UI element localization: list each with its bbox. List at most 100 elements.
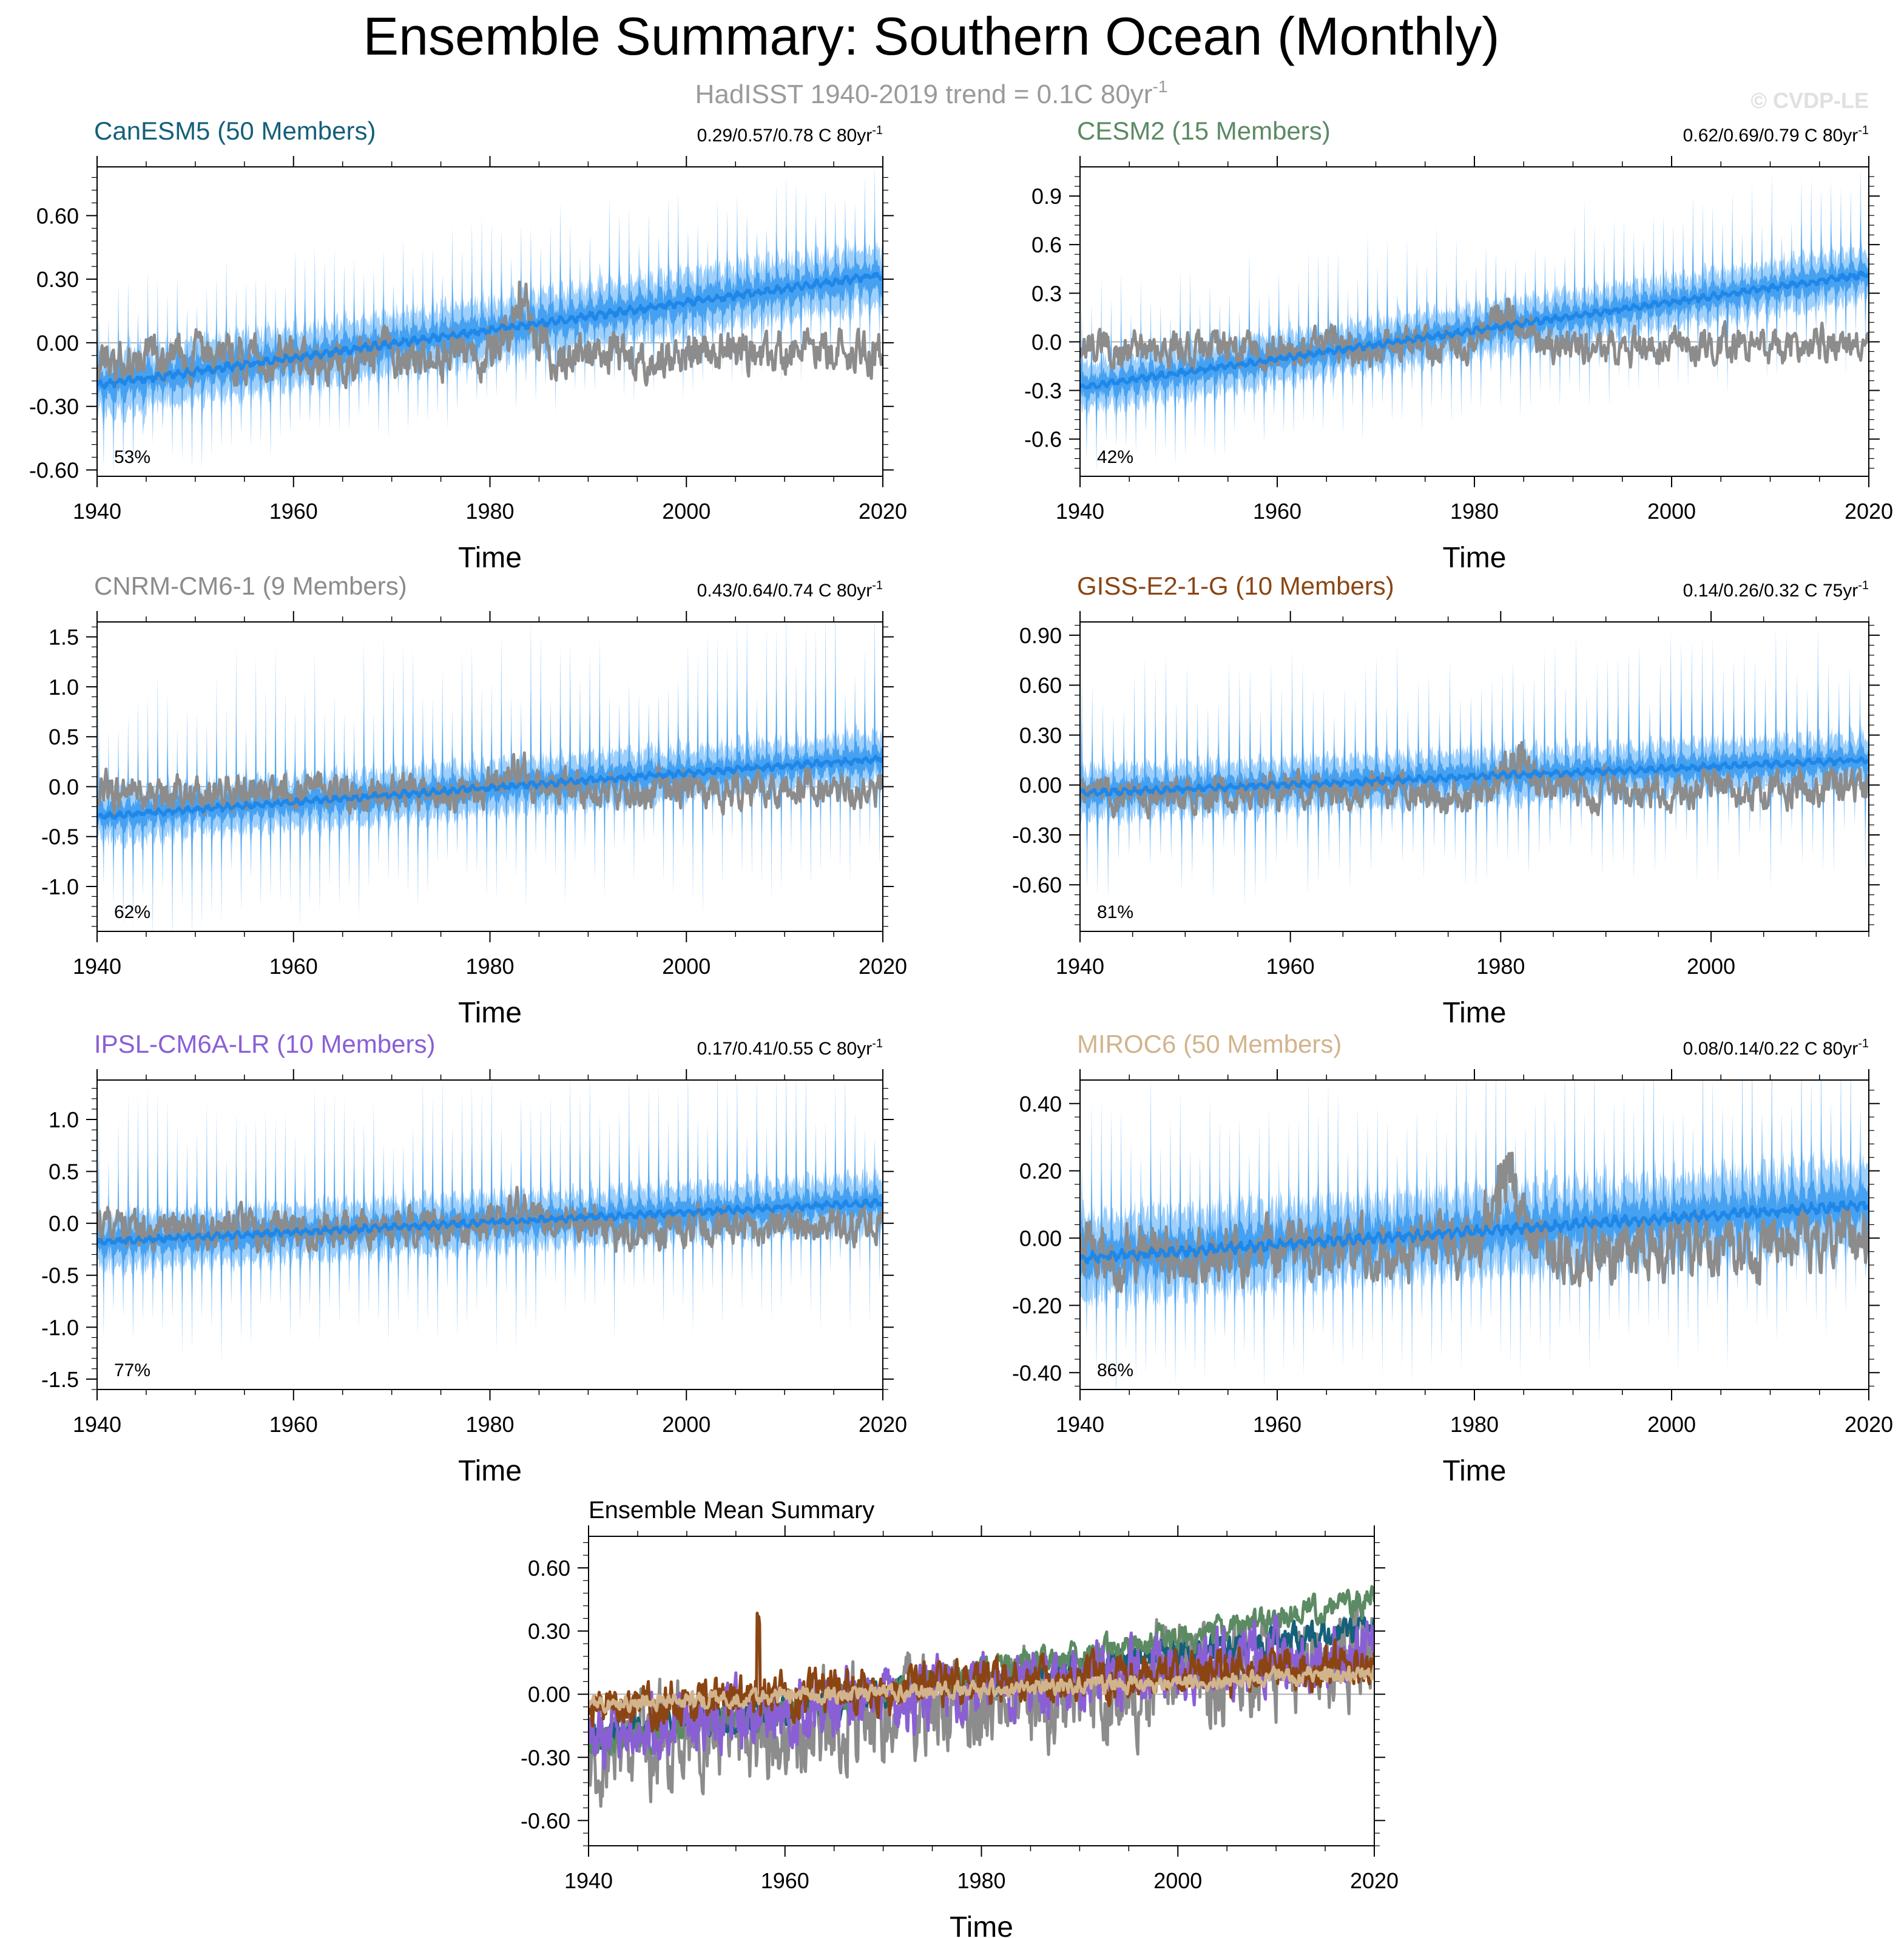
y-tick-label: 0.40 [1019,1092,1062,1116]
panel-title: CESM2 (15 Members) [1077,116,1331,145]
x-tick-label: 2020 [859,499,907,524]
x-tick-label: 1940 [1056,954,1104,979]
y-tick-label: -0.30 [29,394,79,419]
y-tick-label: 0.30 [36,267,79,292]
x-tick-label: 1940 [1056,1412,1104,1437]
x-tick-label: 2020 [859,1412,907,1437]
x-tick-label: 2000 [662,954,711,979]
y-tick-label: 0.00 [1019,1226,1062,1251]
x-tick-label: 1960 [1253,1412,1301,1437]
x-tick-label: 2000 [662,499,711,524]
x-tick-label: 1960 [269,954,318,979]
panel-1: 1940 1960 1980 2000 2020 -0.60 -0.30 0.00 0.30 0.… [29,116,907,574]
y-tick-label: -1.0 [41,1315,79,1340]
panel-4: 1940 1960 1980 2000 -0.60 -0.30 0.00 0.30 0.60 0.… [1012,572,1880,1029]
x-tick-label: 1940 [1056,499,1104,524]
observations-line [97,1186,883,1254]
panel-title: GISS-E2-1-G (10 Members) [1077,572,1394,600]
y-tick-label: -0.60 [1012,873,1062,897]
plot-area [1080,626,1869,908]
x-tick-label: 1940 [73,1412,121,1437]
y-tick-label: -0.3 [1024,378,1062,403]
x-axis-label: Time [458,542,522,574]
plot-area [97,167,883,474]
x-axis-label: Time [950,1911,1013,1938]
percent-label: 86% [1097,1360,1133,1380]
ensemble-range-band [97,167,883,474]
trend-label: 0.14/0.26/0.32 C 75yr-1 [1683,579,1869,601]
panel-5: 1940 1960 1980 2000 2020 -1.5 -1.0 -0.5 0.0 0.5 1.… [41,1030,907,1487]
ensemble-mean-line [1080,1200,1869,1265]
y-tick-label: -1.0 [41,874,79,899]
plot-frame [1079,621,1869,932]
x-tick-label: 1960 [761,1868,809,1893]
y-tick-label: 0.6 [1031,232,1062,257]
trend-label: 0.29/0.57/0.78 C 80yr-1 [697,124,883,146]
percent-label: 53% [114,447,150,467]
percent-label: 81% [1097,902,1133,922]
x-tick-label: 2020 [859,954,907,979]
y-tick-label: 0.30 [1019,723,1062,748]
y-tick-label: 0.00 [1019,773,1062,798]
x-tick-label: 1980 [1450,1412,1499,1437]
ensemble-mean-line [97,271,883,390]
ensemble-iqr-band [97,212,883,435]
y-tick-label: 0.60 [528,1556,570,1581]
ensemble-iqr-band [1080,681,1869,856]
x-tick-label: 1940 [73,954,121,979]
ensemble-iqr-band [1080,212,1869,436]
trend-label: 0.43/0.64/0.74 C 80yr-1 [697,579,883,601]
observations-line [97,751,883,816]
y-tick-label: -0.60 [29,458,79,483]
ensemble-mean-line [1080,270,1869,390]
x-tick-label: 2000 [1647,1412,1696,1437]
series-line-miroc6 [589,1664,1374,1714]
x-tick-label: 2020 [1350,1868,1399,1893]
y-tick-label: 0.20 [1019,1159,1062,1184]
figure-title: Ensemble Summary: Southern Ocean (Monthl… [363,6,1499,66]
x-tick-label: 1940 [73,499,121,524]
y-tick-label: 0.00 [36,331,79,356]
y-tick-label: 0.3 [1031,281,1062,306]
y-tick-label: 0.0 [1031,329,1062,354]
x-tick-label: 2000 [1153,1868,1202,1893]
y-tick-label: -0.20 [1012,1293,1062,1318]
x-tick-label: 1960 [1253,499,1301,524]
y-tick-label: 1.0 [49,675,79,700]
x-tick-label: 1940 [564,1868,613,1893]
y-tick-label: -1.5 [41,1367,79,1392]
x-axis-label: Time [1443,542,1507,574]
series-line-giss-e2-1-g [589,1612,1374,1732]
x-tick-label: 2020 [1845,499,1893,524]
x-tick-label: 1980 [1450,499,1499,524]
percent-label: 77% [114,1360,150,1380]
y-tick-label: 1.5 [49,625,79,650]
plot-area [97,1080,883,1364]
x-tick-label: 1960 [1266,954,1315,979]
observations-line [1080,297,1869,374]
x-tick-label: 2020 [1845,1412,1893,1437]
x-axis-label: Time [458,997,522,1029]
panel-title: IPSL-CM6A-LR (10 Members) [94,1030,435,1058]
x-tick-label: 1960 [269,499,318,524]
plot-area [1080,167,1869,473]
y-tick-label: 1.0 [49,1107,79,1132]
plot-area [589,1585,1374,1808]
x-tick-label: 2000 [1687,954,1735,979]
plot-area [97,622,883,931]
x-axis-label: Time [1443,997,1507,1029]
x-tick-label: 1980 [465,1412,514,1437]
panel-title: Ensemble Mean Summary [589,1497,874,1524]
ensemble-mean-line [97,754,883,820]
panel-6: 1940 1960 1980 2000 2020 -0.40 -0.20 0.00 0.20 0.… [1012,1030,1893,1487]
panel-title: CanESM5 (50 Members) [94,116,376,145]
y-tick-label: -0.40 [1012,1360,1062,1385]
ensemble-mean-line [97,1198,883,1246]
y-tick-label: -0.30 [521,1745,570,1770]
x-axis-label: Time [1443,1455,1507,1487]
y-tick-label: 0.0 [49,774,79,799]
observations-line [1080,1152,1869,1293]
ensemble-range-band [1080,167,1869,473]
x-tick-label: 2000 [1647,499,1696,524]
